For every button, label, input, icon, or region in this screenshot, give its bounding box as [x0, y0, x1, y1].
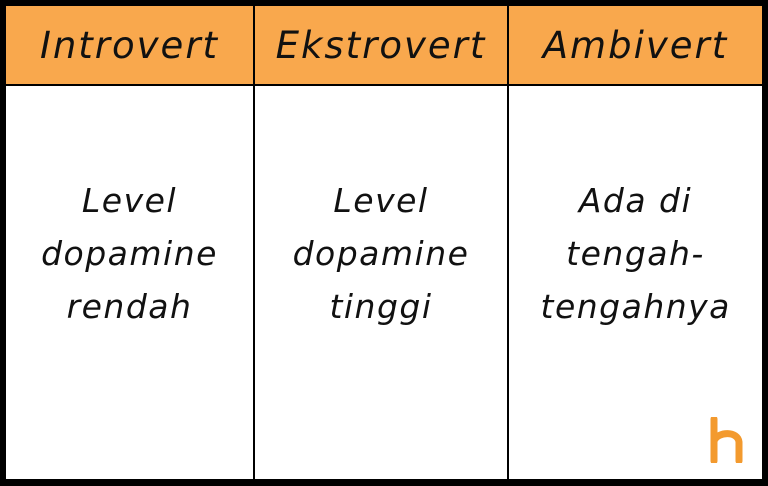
cell-text: Level dopamine rendah: [35, 174, 225, 479]
header-ekstrovert: Ekstrovert: [255, 6, 507, 84]
header-label: Introvert: [39, 23, 220, 67]
header-label: Ambivert: [542, 23, 729, 67]
cell-text: Level dopamine tinggi: [286, 174, 476, 479]
cell-line: Level: [81, 181, 178, 220]
header-introvert: Introvert: [6, 6, 253, 84]
cell-introvert: Level dopamine rendah: [6, 86, 253, 479]
cell-line: Ada di: [578, 181, 693, 220]
cell-line: tengahnya: [540, 287, 731, 326]
cell-line: rendah: [66, 287, 193, 326]
cell-text: Ada di tengah- tengahnya: [541, 174, 731, 479]
cell-line: tengah-: [566, 234, 705, 273]
cell-ambivert: Ada di tengah- tengahnya: [509, 86, 762, 479]
cell-line: tinggi: [329, 287, 433, 326]
header-ambivert: Ambivert: [509, 6, 762, 84]
cell-line: dopamine: [41, 234, 218, 273]
cell-ekstrovert: Level dopamine tinggi: [255, 86, 507, 479]
cell-line: dopamine: [292, 234, 470, 273]
header-label: Ekstrovert: [275, 23, 487, 67]
brand-logo-icon: [710, 417, 743, 463]
cell-line: Level: [333, 181, 429, 220]
